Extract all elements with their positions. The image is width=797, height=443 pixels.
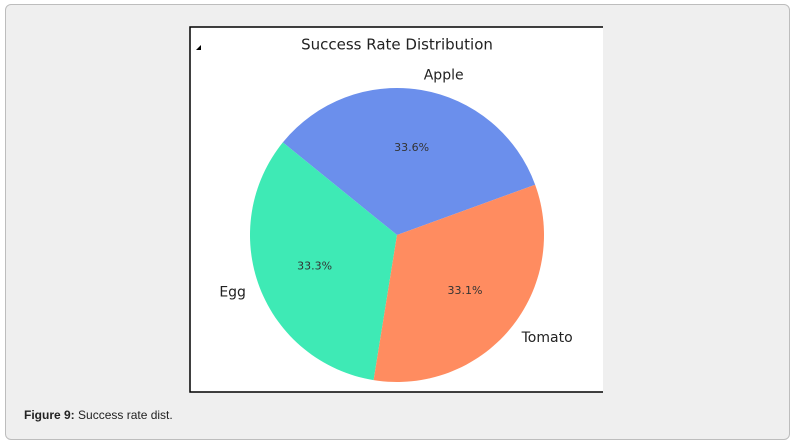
chart-title: Success Rate Distribution [301, 36, 493, 54]
slice-label: Egg [219, 285, 246, 301]
image-border [189, 26, 603, 393]
slice-label: Tomato [521, 330, 573, 346]
caption: Figure 9: Success rate dist. [24, 408, 173, 422]
value-label: 33.1% [448, 284, 483, 297]
pie-slice [282, 87, 536, 235]
pie-slice [373, 184, 544, 382]
marker [196, 45, 201, 50]
pie-slice [250, 142, 397, 381]
value-label: 33.3% [297, 259, 332, 272]
slice-label: Apple [424, 68, 464, 84]
caption-text: Success rate dist. [78, 408, 173, 422]
value-label: 33.6% [394, 141, 429, 154]
caption-label: Figure 9: [24, 408, 75, 422]
